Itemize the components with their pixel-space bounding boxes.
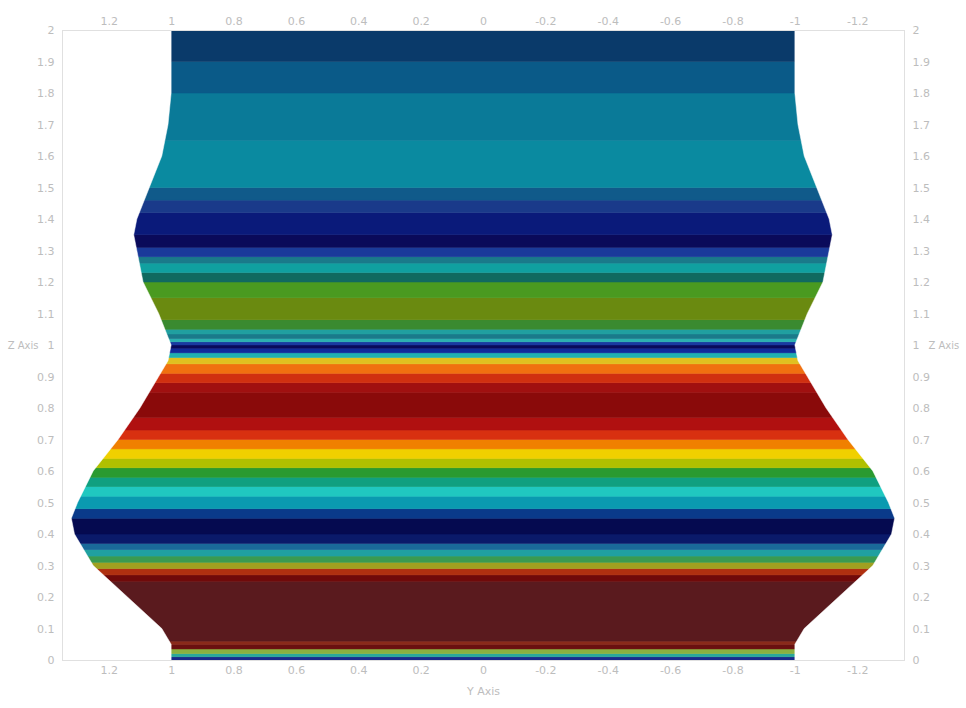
svg-text:0: 0 <box>480 15 487 28</box>
svg-text:Z Axis: Z Axis <box>8 340 39 351</box>
svg-text:0.4: 0.4 <box>350 664 368 677</box>
svg-text:-0.8: -0.8 <box>722 664 743 677</box>
svg-text:0.8: 0.8 <box>225 664 243 677</box>
svg-text:0.8: 0.8 <box>37 402 55 415</box>
svg-text:Z Axis: Z Axis <box>929 340 960 351</box>
svg-text:1.9: 1.9 <box>913 56 931 69</box>
svg-text:0.6: 0.6 <box>288 664 306 677</box>
svg-text:1.2: 1.2 <box>101 15 119 28</box>
svg-text:-0.2: -0.2 <box>535 15 556 28</box>
svg-text:0.5: 0.5 <box>913 497 931 510</box>
svg-text:1.3: 1.3 <box>37 245 55 258</box>
svg-text:1.1: 1.1 <box>913 308 931 321</box>
svg-text:0: 0 <box>48 654 55 667</box>
svg-text:0.7: 0.7 <box>913 434 931 447</box>
svg-text:0.4: 0.4 <box>350 15 368 28</box>
svg-text:0.9: 0.9 <box>37 371 55 384</box>
svg-text:0: 0 <box>480 664 487 677</box>
svg-text:0.6: 0.6 <box>37 465 55 478</box>
svg-text:2: 2 <box>913 24 920 37</box>
svg-text:1.5: 1.5 <box>913 182 931 195</box>
svg-text:1.4: 1.4 <box>913 213 931 226</box>
svg-text:0.3: 0.3 <box>913 560 931 573</box>
svg-text:-1: -1 <box>790 664 801 677</box>
svg-text:0: 0 <box>913 654 920 667</box>
svg-text:-0.2: -0.2 <box>535 664 556 677</box>
svg-text:0.4: 0.4 <box>37 528 55 541</box>
svg-text:1: 1 <box>48 339 55 352</box>
svg-text:1.8: 1.8 <box>37 87 55 100</box>
svg-text:1.7: 1.7 <box>913 119 931 132</box>
svg-text:2: 2 <box>48 24 55 37</box>
svg-text:-0.6: -0.6 <box>660 15 681 28</box>
svg-text:0.1: 0.1 <box>37 623 55 636</box>
svg-text:1.8: 1.8 <box>913 87 931 100</box>
svg-text:1: 1 <box>168 664 175 677</box>
svg-text:-0.8: -0.8 <box>722 15 743 28</box>
svg-text:0.3: 0.3 <box>37 560 55 573</box>
svg-text:0.1: 0.1 <box>913 623 931 636</box>
svg-text:-1.2: -1.2 <box>847 15 868 28</box>
svg-text:1.5: 1.5 <box>37 182 55 195</box>
svg-text:0.2: 0.2 <box>412 15 430 28</box>
svg-text:1.6: 1.6 <box>913 150 931 163</box>
svg-text:1.2: 1.2 <box>37 276 55 289</box>
svg-text:1.4: 1.4 <box>37 213 55 226</box>
svg-text:0.4: 0.4 <box>913 528 931 541</box>
svg-text:1: 1 <box>168 15 175 28</box>
svg-text:0.8: 0.8 <box>225 15 243 28</box>
svg-text:0.5: 0.5 <box>37 497 55 510</box>
svg-text:1.1: 1.1 <box>37 308 55 321</box>
svg-text:1.2: 1.2 <box>101 664 119 677</box>
svg-text:-1.2: -1.2 <box>847 664 868 677</box>
svg-text:0.2: 0.2 <box>412 664 430 677</box>
svg-text:1.6: 1.6 <box>37 150 55 163</box>
svg-text:-0.4: -0.4 <box>598 15 619 28</box>
svg-text:-0.6: -0.6 <box>660 664 681 677</box>
svg-text:0.7: 0.7 <box>37 434 55 447</box>
svg-text:1.7: 1.7 <box>37 119 55 132</box>
svg-text:0.9: 0.9 <box>913 371 931 384</box>
svg-text:0.8: 0.8 <box>913 402 931 415</box>
svg-text:1: 1 <box>913 339 920 352</box>
svg-text:0.2: 0.2 <box>37 591 55 604</box>
svg-text:Y Axis: Y Axis <box>466 685 500 698</box>
svg-text:1.9: 1.9 <box>37 56 55 69</box>
svg-text:0.6: 0.6 <box>913 465 931 478</box>
svg-text:-1: -1 <box>790 15 801 28</box>
svg-text:0.2: 0.2 <box>913 591 931 604</box>
svg-text:-0.4: -0.4 <box>598 664 619 677</box>
svg-text:1.3: 1.3 <box>913 245 931 258</box>
svg-text:0.6: 0.6 <box>288 15 306 28</box>
svg-text:1.2: 1.2 <box>913 276 931 289</box>
